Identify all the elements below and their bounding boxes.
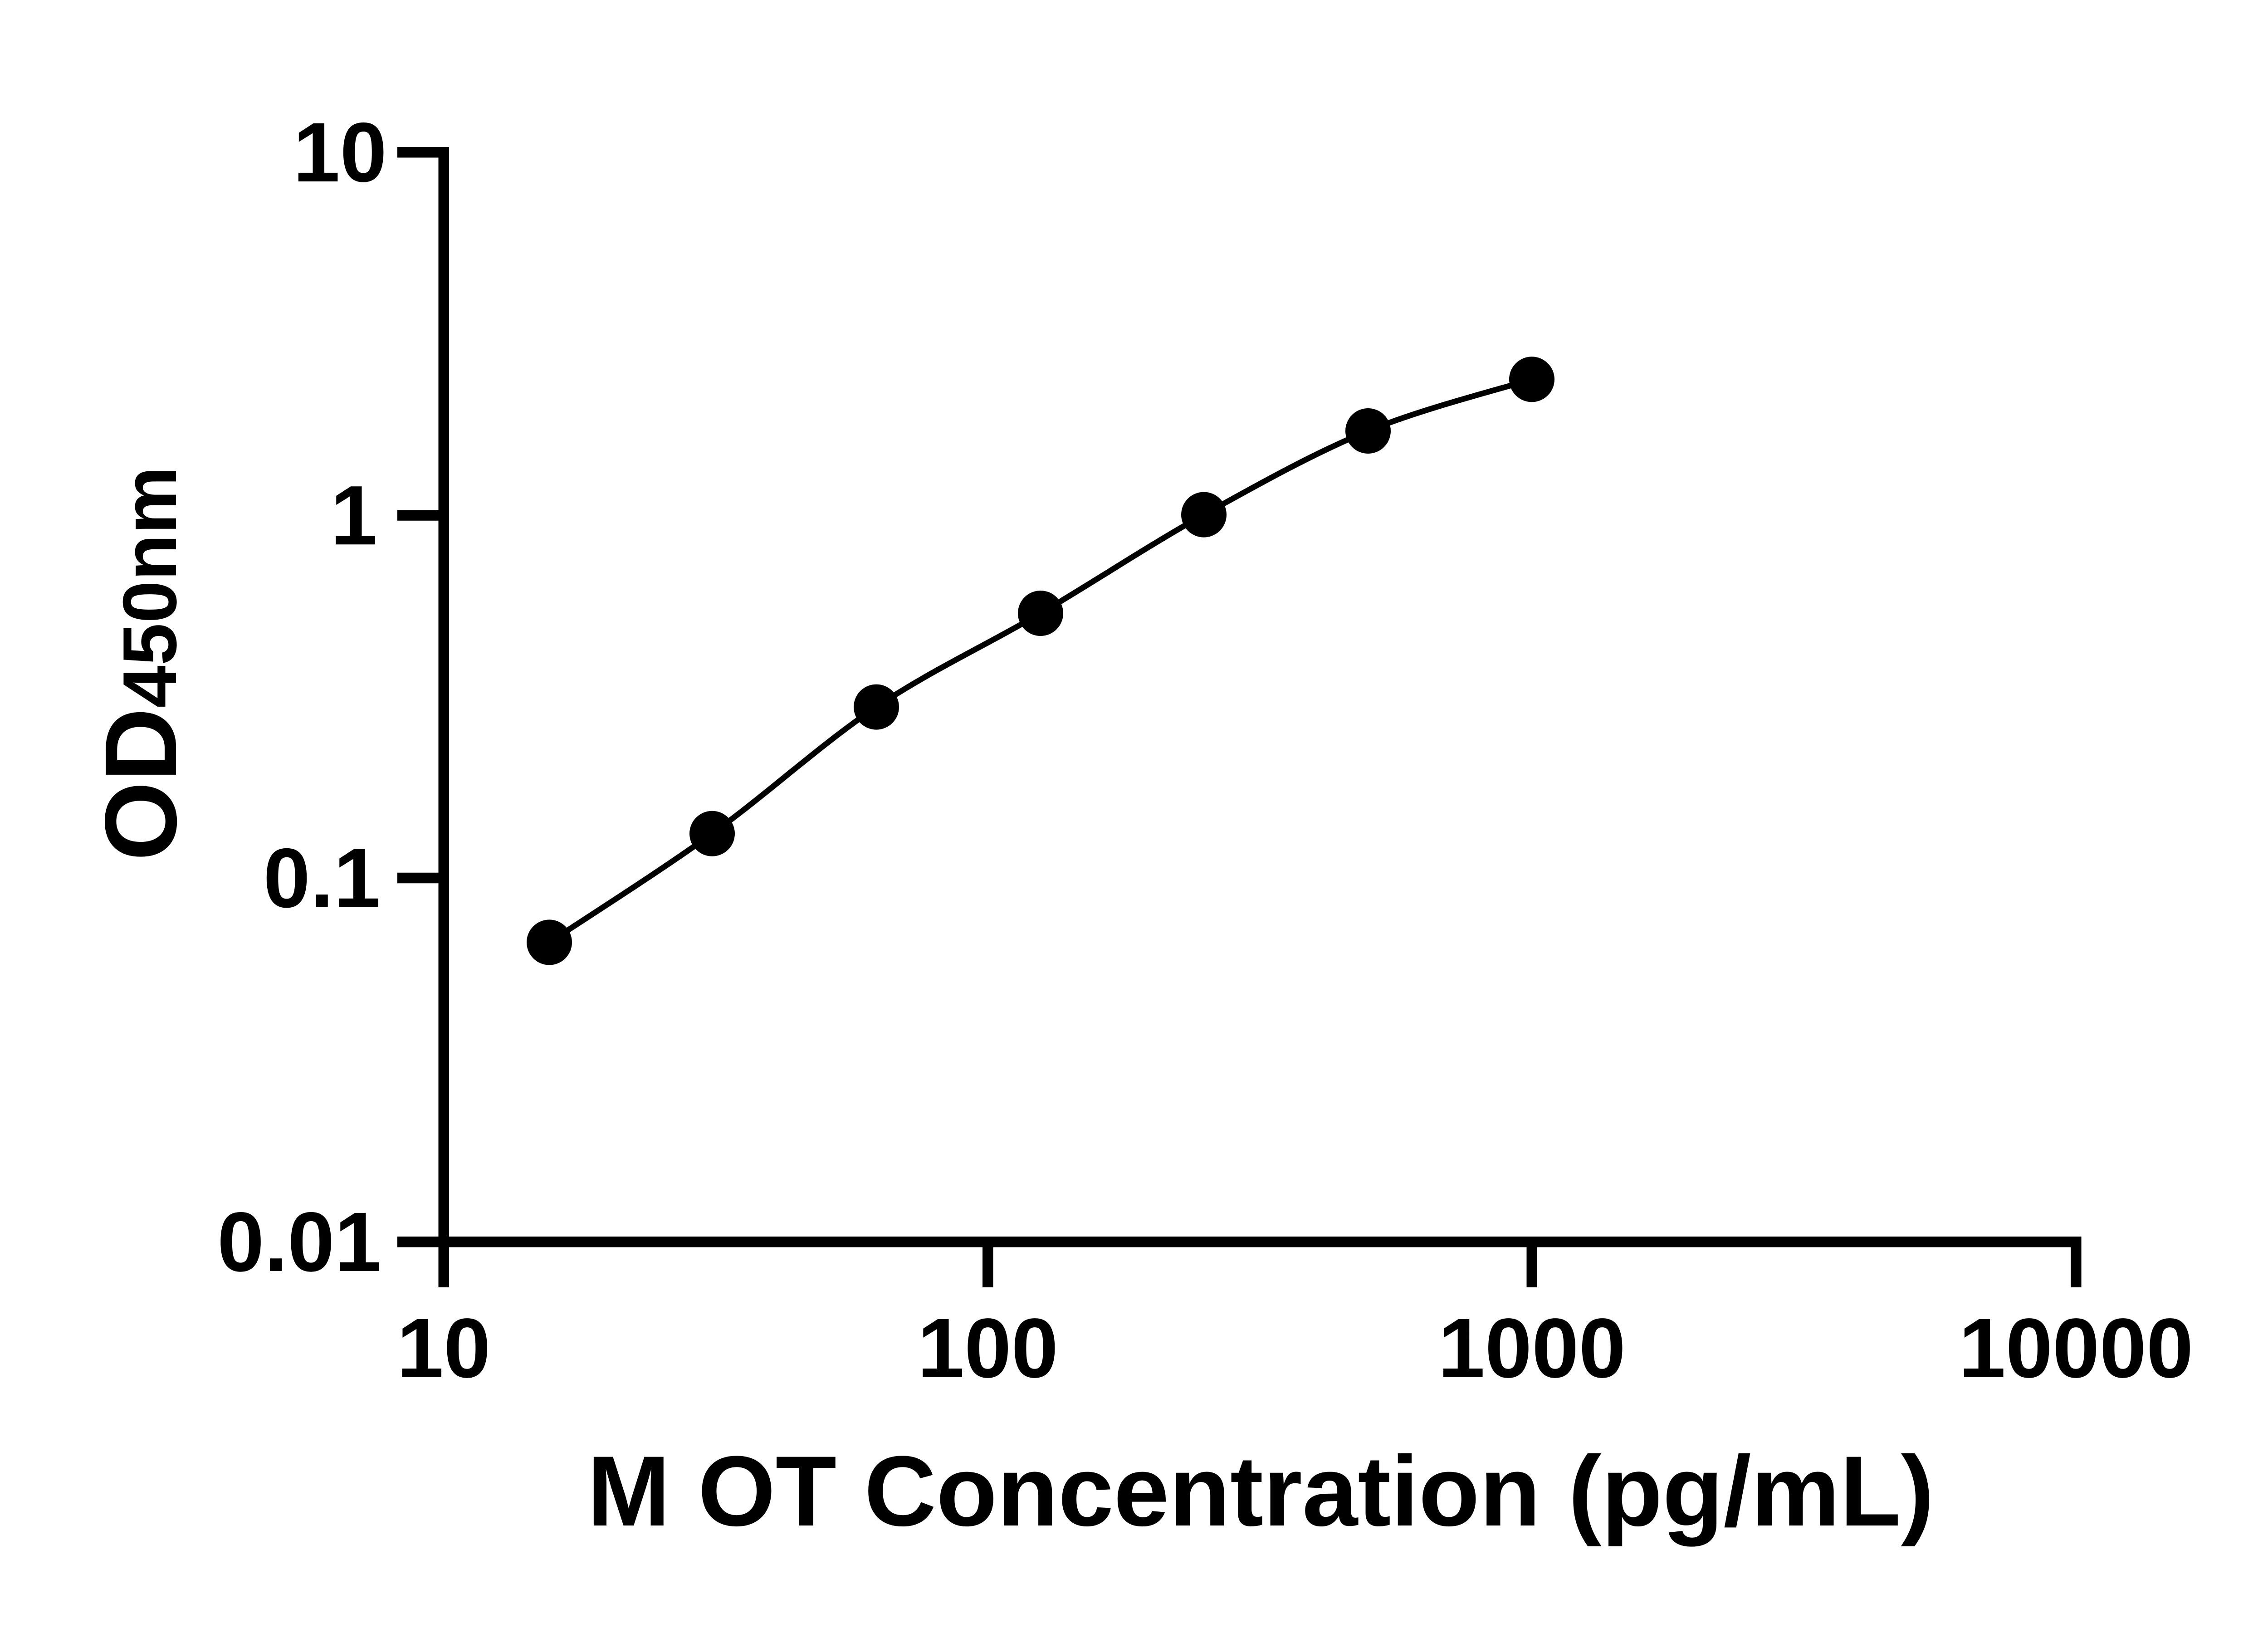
svg-text:M OT Concentration (pg/mL): M OT Concentration (pg/mL) xyxy=(587,1435,1934,1547)
svg-text:1000: 1000 xyxy=(1438,1301,1626,1395)
svg-text:10000: 10000 xyxy=(1959,1301,2193,1395)
svg-text:0.1: 0.1 xyxy=(263,831,381,925)
svg-text:0.01: 0.01 xyxy=(217,1195,381,1289)
svg-text:1: 1 xyxy=(331,469,377,562)
svg-text:10: 10 xyxy=(293,106,387,200)
svg-text:10: 10 xyxy=(397,1301,491,1395)
svg-text:OD450nm: OD450nm xyxy=(83,466,198,861)
svg-text:100: 100 xyxy=(918,1301,1058,1395)
